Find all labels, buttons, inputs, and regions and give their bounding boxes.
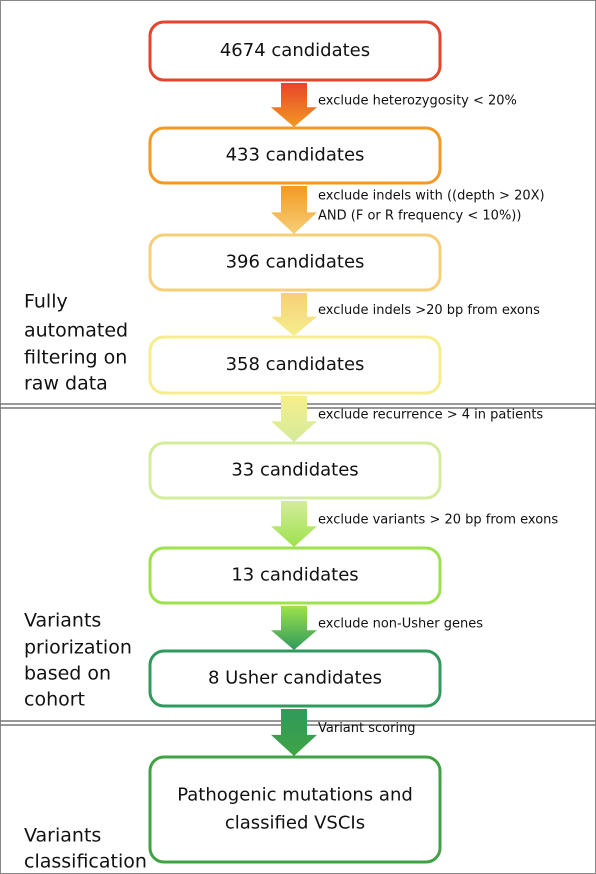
node-label: 8 Usher candidates xyxy=(208,668,382,689)
section-label: Variants xyxy=(24,825,101,847)
section-label: priorization xyxy=(24,637,132,659)
node-label: 433 candidates xyxy=(226,145,365,166)
edge-label: AND (F or R frequency < 10%)) xyxy=(318,209,521,224)
arrow xyxy=(271,606,317,650)
node-box xyxy=(148,441,442,500)
node-box xyxy=(148,755,442,864)
edge-label: exclude indels >20 bp from exons xyxy=(318,303,540,318)
arrow xyxy=(271,293,317,336)
node-label: classified VSCIs xyxy=(225,813,365,834)
node-label: Pathogenic mutations and xyxy=(177,785,413,806)
arrow xyxy=(271,501,317,547)
node-box xyxy=(148,546,442,605)
node-box xyxy=(148,20,442,82)
arrow xyxy=(271,396,317,442)
section-label: based on xyxy=(24,663,111,685)
node-label: 358 candidates xyxy=(226,354,365,375)
edge-label: Variant scoring xyxy=(318,721,416,736)
section-label: Variants xyxy=(24,610,101,632)
node-box xyxy=(148,233,442,292)
section-label: raw data xyxy=(24,373,108,395)
edge-label: exclude non-Usher genes xyxy=(318,617,483,632)
edge-label: exclude indels with ((depth > 20X) xyxy=(318,189,545,204)
node-label: 396 candidates xyxy=(226,252,365,273)
edge-label: exclude heterozygosity < 20% xyxy=(318,94,517,109)
edge-label: exclude recurrence > 4 in patients xyxy=(318,408,543,423)
arrow xyxy=(271,83,317,127)
node-box xyxy=(148,649,442,708)
edge-label: exclude variants > 20 bp from exons xyxy=(318,513,558,528)
arrow xyxy=(271,186,317,234)
section-label: automated xyxy=(24,320,128,342)
arrow xyxy=(271,709,317,756)
node-label: 13 candidates xyxy=(231,565,358,586)
section-label: filtering on xyxy=(24,347,127,369)
node-label: 4674 candidates xyxy=(220,40,370,61)
section-label: Fully xyxy=(24,291,68,313)
node-box xyxy=(148,335,442,395)
node-box xyxy=(148,126,442,185)
section-label: cohort xyxy=(24,689,85,711)
node-label: 33 candidates xyxy=(231,460,358,481)
section-label: classification xyxy=(24,851,147,873)
